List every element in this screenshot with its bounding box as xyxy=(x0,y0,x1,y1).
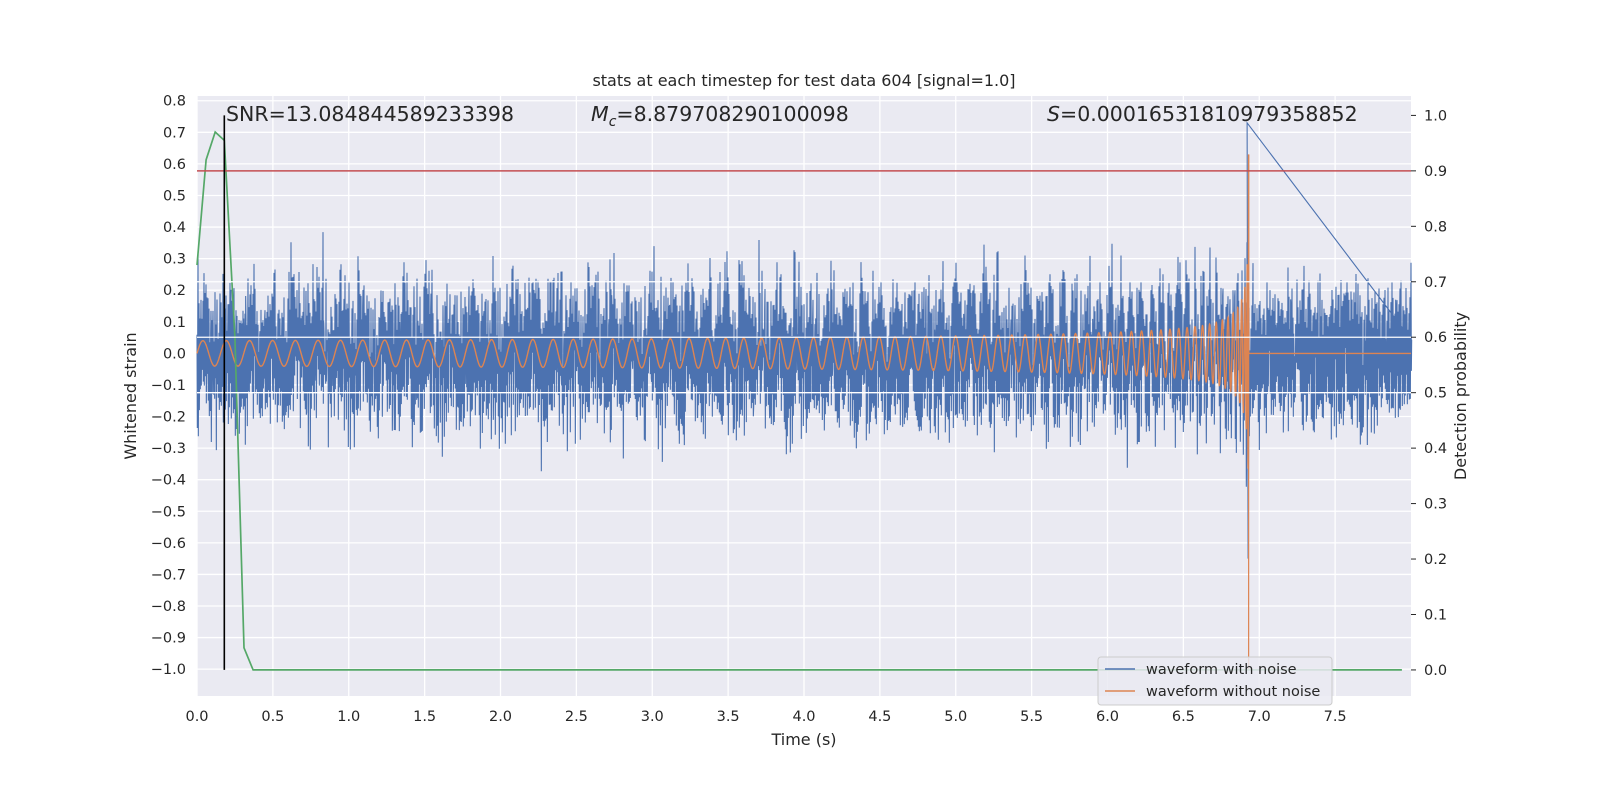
y2-tick-label: 0.0 xyxy=(1424,663,1447,679)
y-tick-label: 0.8 xyxy=(163,94,186,110)
detection-probability-line xyxy=(196,130,1402,671)
y-tick-label: −0.5 xyxy=(151,504,186,520)
y-tick-label: 0.1 xyxy=(163,315,186,331)
y-tick-label: −0.8 xyxy=(151,599,186,615)
s-annotation: S=0.00016531810979358852 xyxy=(1047,102,1358,126)
legend-box xyxy=(1097,656,1333,706)
x-tick-label: 6.5 xyxy=(1172,709,1195,725)
x-tick-label: 4.0 xyxy=(792,709,815,725)
y-tick-label: 0.0 xyxy=(163,346,186,362)
chirp-mass-annotation: Mc=8.879708290100098 xyxy=(591,102,849,130)
ticks: 0.0 0.5 1.0 1.5 2.0 2.5 3.0 3.5 4.0 4.5 5.0 5.5 6.0 6… xyxy=(151,94,1447,725)
series-waveform-with-noise xyxy=(196,121,1413,559)
x-tick-label: 0.5 xyxy=(261,709,284,725)
y-tick-label: −0.4 xyxy=(151,473,186,489)
y-tick-label: −0.7 xyxy=(151,567,186,583)
y2-tick-label: 0.7 xyxy=(1424,275,1447,291)
y2-tick-label: 0.1 xyxy=(1424,607,1447,623)
series-detection-probability xyxy=(196,130,1402,671)
y-axis-label: Whitened strain xyxy=(121,332,140,459)
y2-tick-label: 1.0 xyxy=(1424,108,1447,124)
x-tick-label: 5.5 xyxy=(1020,709,1043,725)
x-tick-label: 7.0 xyxy=(1248,709,1271,725)
y-tick-label: 0.3 xyxy=(163,252,186,268)
s-symbol: S xyxy=(1047,102,1060,126)
overlays xyxy=(197,115,1411,670)
y-tick-label: 0.5 xyxy=(163,188,186,204)
y2-tick-label: 0.4 xyxy=(1424,441,1447,457)
chirp-mass-symbol: M xyxy=(591,102,609,126)
y-tick-label: −1.0 xyxy=(151,662,186,678)
legend: waveform with noise waveform without noi… xyxy=(1097,656,1333,706)
y2-tick-label: 0.8 xyxy=(1424,219,1447,235)
y2-tick-label: 0.2 xyxy=(1424,552,1447,568)
y2-tick-label: 0.6 xyxy=(1424,330,1447,346)
x-tick-label: 5.0 xyxy=(944,709,967,725)
x-tick-label: 1.0 xyxy=(337,709,360,725)
chirp-mass-subscript: c xyxy=(609,114,617,130)
y-tick-label: −0.2 xyxy=(151,410,186,426)
chart-title: stats at each timestep for test data 604… xyxy=(592,71,1015,90)
y-tick-label: 0.7 xyxy=(163,125,186,141)
noisy-waveform-line xyxy=(196,121,1413,559)
snr-annotation: SNR=13.084844589233398 xyxy=(226,102,514,126)
x-tick-label: 3.5 xyxy=(717,709,740,725)
y-tick-label: −0.3 xyxy=(151,441,186,457)
y-tick-label: 0.6 xyxy=(163,157,186,173)
x-tick-label: 4.5 xyxy=(868,709,891,725)
s-value: =0.00016531810979358852 xyxy=(1060,102,1358,126)
x-tick-label: 3.0 xyxy=(641,709,664,725)
y2-axis-label: Detection probability xyxy=(1451,312,1470,480)
y-tick-label: −0.1 xyxy=(151,378,186,394)
x-tick-label: 2.0 xyxy=(489,709,512,725)
x-tick-label: 7.5 xyxy=(1324,709,1347,725)
y2-tick-label: 0.5 xyxy=(1424,386,1447,402)
x-tick-label: 2.5 xyxy=(565,709,588,725)
series-waveform-without-noise xyxy=(196,154,1411,670)
x-axis-label: Time (s) xyxy=(770,730,836,749)
x-tick-label: 6.0 xyxy=(1096,709,1119,725)
y-tick-label: −0.6 xyxy=(151,536,186,552)
y-tick-label: 0.4 xyxy=(163,220,186,236)
clean-waveform-line xyxy=(196,154,1411,469)
legend-label-clean: waveform without noise xyxy=(1146,684,1320,700)
y-tick-label: −0.9 xyxy=(151,631,186,647)
y-tick-label: 0.2 xyxy=(163,283,186,299)
chirp-mass-value: =8.879708290100098 xyxy=(616,102,848,126)
x-tick-label: 1.5 xyxy=(413,709,436,725)
x-tick-label: 0.0 xyxy=(185,709,208,725)
y2-tick-label: 0.3 xyxy=(1424,497,1447,513)
legend-label-noise: waveform with noise xyxy=(1146,662,1297,678)
y2-tick-label: 0.9 xyxy=(1424,164,1447,180)
